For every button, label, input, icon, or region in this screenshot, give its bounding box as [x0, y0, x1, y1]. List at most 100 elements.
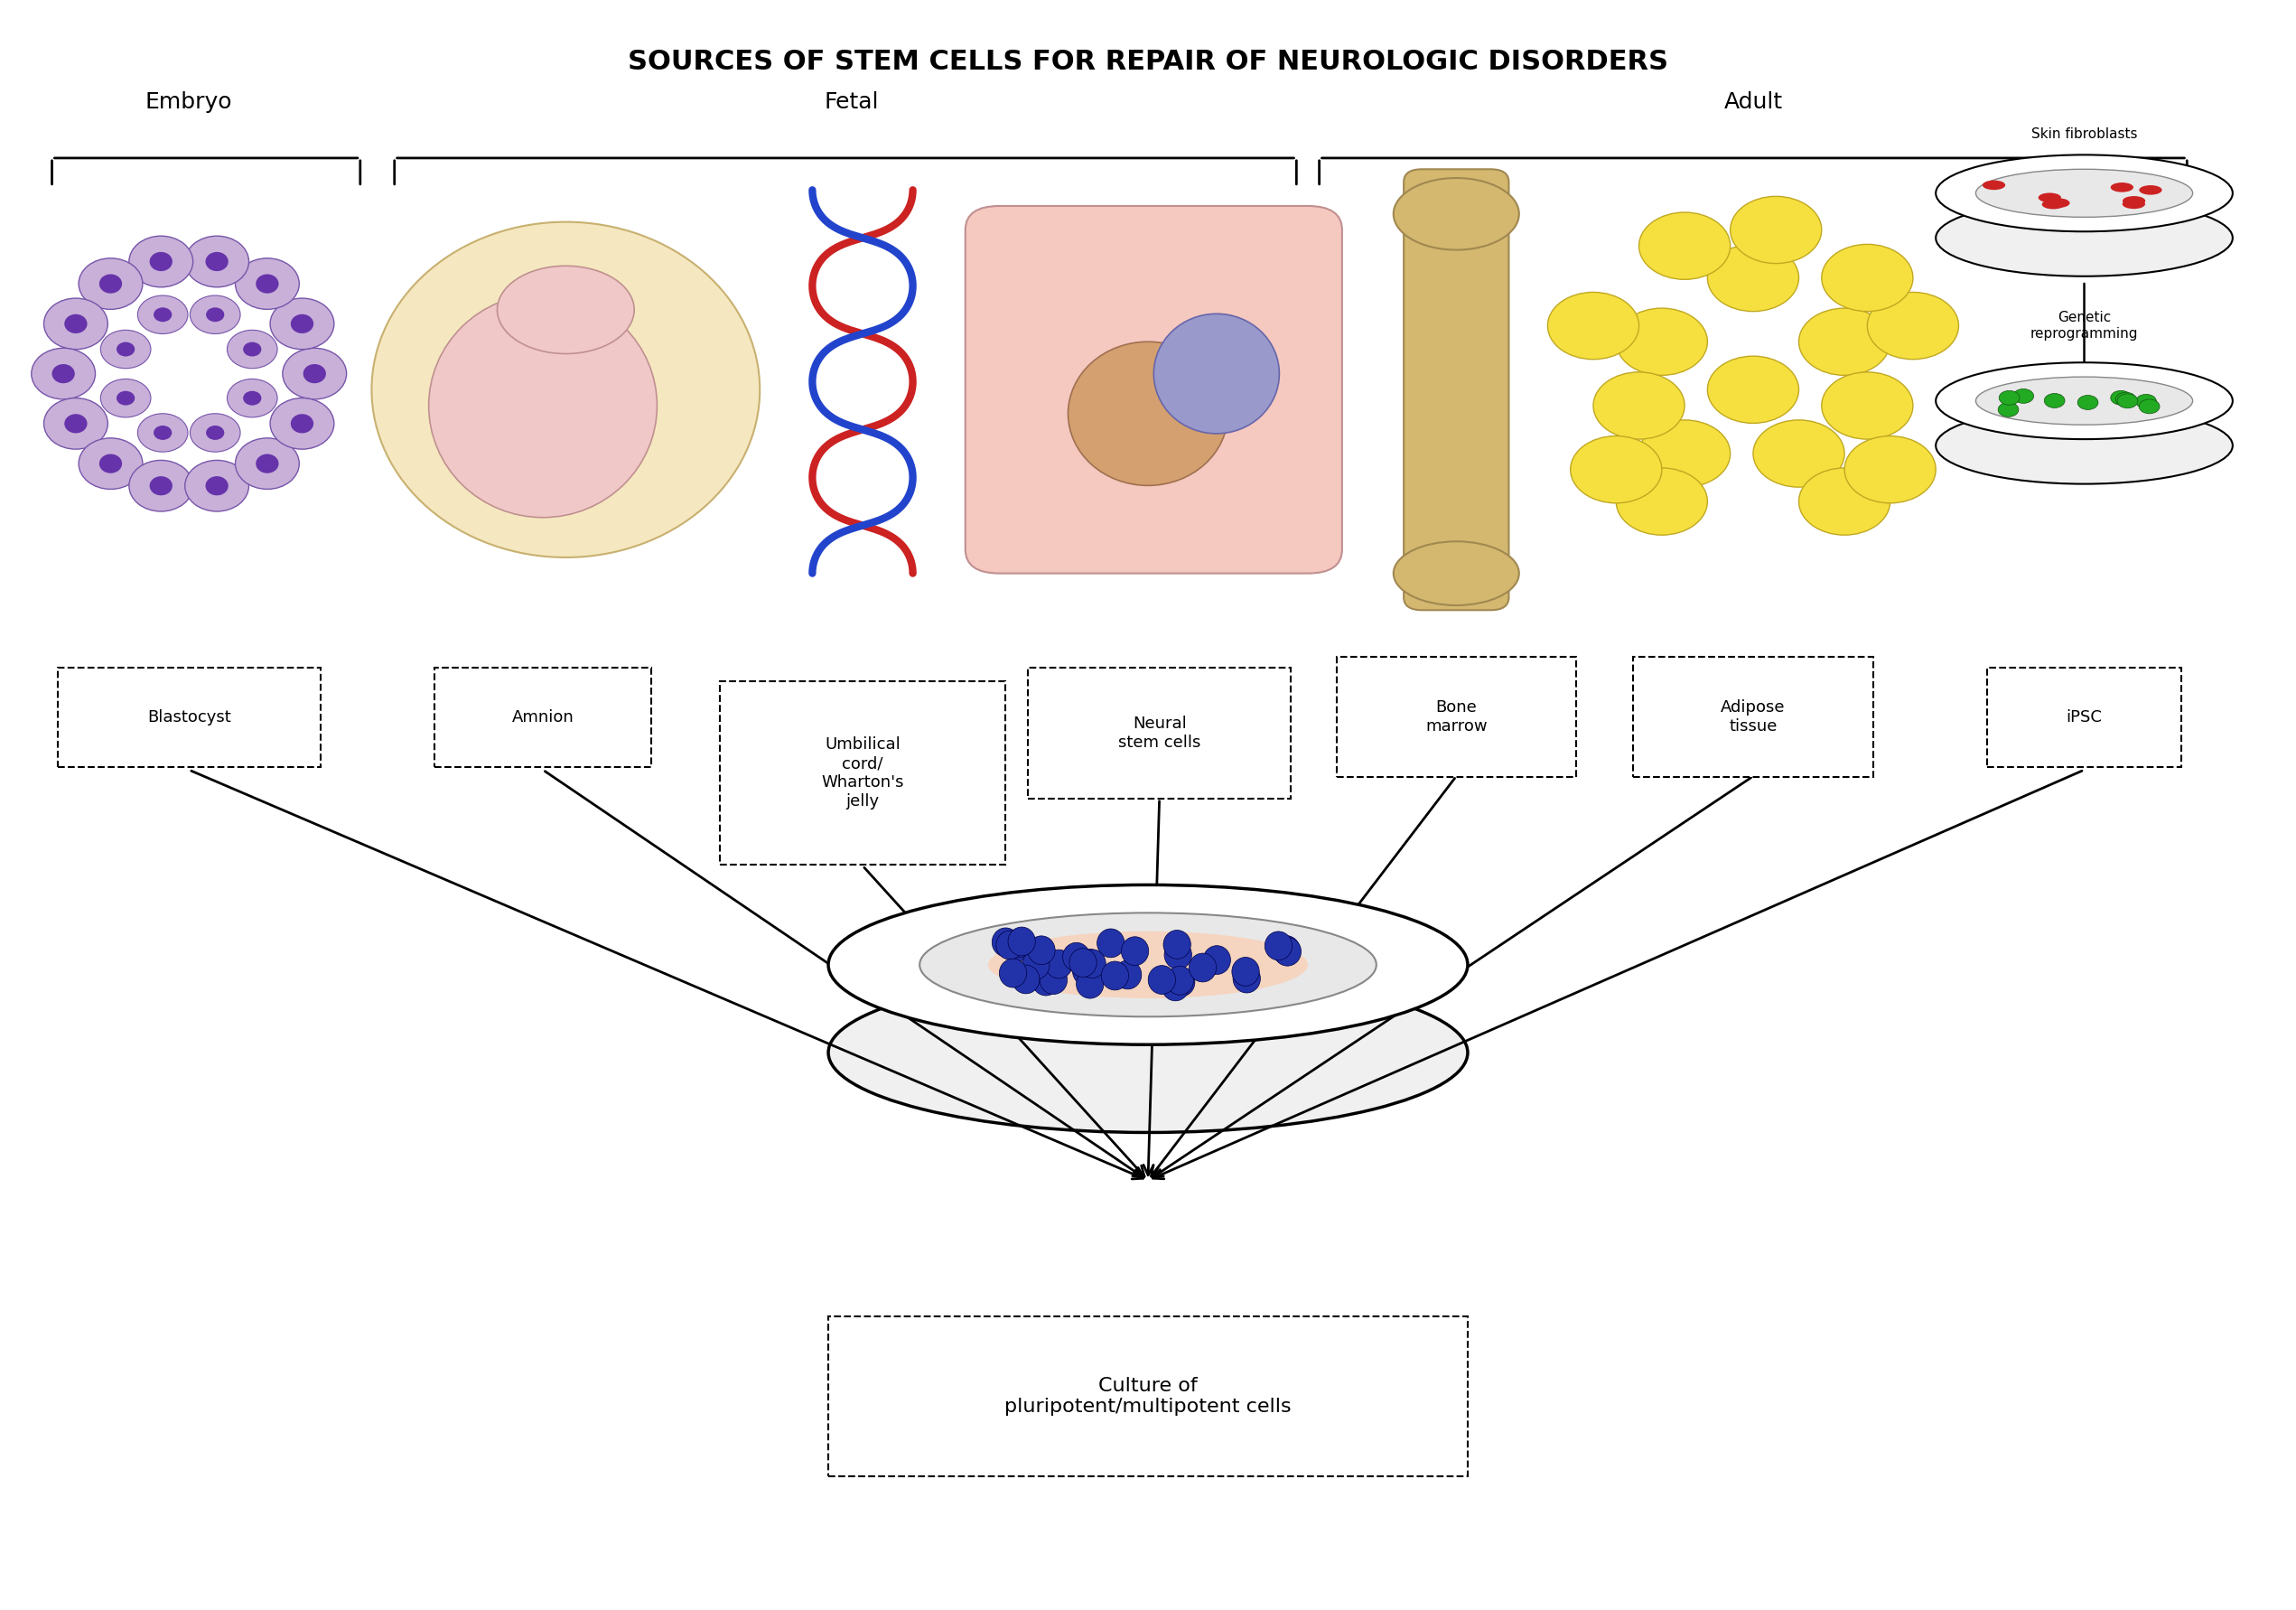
Ellipse shape — [999, 958, 1026, 987]
Ellipse shape — [1274, 937, 1302, 966]
Text: Fetal: Fetal — [824, 92, 879, 113]
Ellipse shape — [129, 237, 193, 287]
Ellipse shape — [64, 414, 87, 433]
Ellipse shape — [138, 296, 188, 333]
Ellipse shape — [1120, 937, 1148, 966]
Ellipse shape — [2110, 182, 2133, 192]
Ellipse shape — [1162, 972, 1189, 1001]
Text: Umbilical
cord/
Wharton's
jelly: Umbilical cord/ Wharton's jelly — [822, 737, 905, 810]
Ellipse shape — [271, 298, 335, 349]
Ellipse shape — [1798, 469, 1890, 535]
Ellipse shape — [498, 266, 634, 354]
Ellipse shape — [1022, 950, 1049, 979]
Ellipse shape — [303, 364, 326, 383]
Ellipse shape — [1731, 196, 1821, 264]
Ellipse shape — [2000, 391, 2020, 406]
Ellipse shape — [1166, 968, 1194, 997]
Ellipse shape — [2122, 200, 2144, 209]
Ellipse shape — [1233, 964, 1261, 993]
Ellipse shape — [1077, 950, 1104, 977]
Ellipse shape — [1029, 935, 1056, 964]
Ellipse shape — [1570, 436, 1662, 502]
Ellipse shape — [1164, 931, 1192, 960]
Ellipse shape — [2122, 196, 2144, 206]
Ellipse shape — [1272, 935, 1300, 964]
Ellipse shape — [2039, 193, 2062, 203]
Ellipse shape — [1148, 966, 1176, 995]
Ellipse shape — [1265, 932, 1293, 960]
Ellipse shape — [1153, 314, 1279, 433]
Ellipse shape — [1045, 950, 1072, 979]
Ellipse shape — [78, 258, 142, 309]
Ellipse shape — [2048, 198, 2069, 208]
Ellipse shape — [186, 460, 248, 512]
Ellipse shape — [191, 414, 241, 452]
Ellipse shape — [243, 391, 262, 406]
Ellipse shape — [1077, 969, 1104, 998]
Text: Adult: Adult — [1724, 92, 1782, 113]
Ellipse shape — [1006, 929, 1033, 958]
FancyBboxPatch shape — [721, 681, 1006, 865]
Ellipse shape — [1936, 200, 2232, 277]
Ellipse shape — [1063, 942, 1091, 971]
Ellipse shape — [255, 274, 278, 293]
Ellipse shape — [1616, 308, 1708, 375]
Ellipse shape — [1040, 966, 1068, 995]
Ellipse shape — [292, 314, 315, 333]
Text: Embryo: Embryo — [145, 92, 232, 113]
Ellipse shape — [829, 886, 1467, 1045]
Ellipse shape — [1097, 929, 1125, 958]
FancyBboxPatch shape — [434, 668, 652, 766]
Ellipse shape — [204, 253, 227, 270]
Ellipse shape — [282, 348, 347, 399]
Ellipse shape — [99, 274, 122, 293]
Ellipse shape — [1203, 945, 1231, 974]
Ellipse shape — [186, 237, 248, 287]
Ellipse shape — [1977, 169, 2193, 217]
Ellipse shape — [1593, 372, 1685, 440]
Ellipse shape — [53, 364, 76, 383]
Ellipse shape — [44, 398, 108, 449]
Ellipse shape — [992, 927, 1019, 956]
FancyBboxPatch shape — [1336, 657, 1575, 778]
Ellipse shape — [1936, 407, 2232, 485]
FancyBboxPatch shape — [964, 206, 1343, 573]
Ellipse shape — [101, 330, 152, 369]
FancyBboxPatch shape — [1986, 668, 2181, 766]
Text: SOURCES OF STEM CELLS FOR REPAIR OF NEUROLOGIC DISORDERS: SOURCES OF STEM CELLS FOR REPAIR OF NEUR… — [627, 48, 1669, 76]
Ellipse shape — [987, 931, 1309, 998]
Ellipse shape — [117, 341, 135, 356]
FancyBboxPatch shape — [57, 668, 319, 766]
Ellipse shape — [1164, 940, 1192, 969]
Ellipse shape — [1548, 293, 1639, 359]
FancyBboxPatch shape — [829, 1317, 1467, 1476]
Ellipse shape — [1033, 968, 1058, 995]
FancyBboxPatch shape — [1632, 657, 1874, 778]
Ellipse shape — [154, 425, 172, 440]
Ellipse shape — [1639, 213, 1731, 280]
Ellipse shape — [149, 253, 172, 270]
Ellipse shape — [149, 477, 172, 496]
Ellipse shape — [2041, 200, 2064, 209]
Ellipse shape — [1166, 966, 1194, 995]
Ellipse shape — [2014, 390, 2034, 402]
Text: Amnion: Amnion — [512, 708, 574, 725]
Ellipse shape — [1754, 420, 1844, 488]
Ellipse shape — [1616, 469, 1708, 535]
Ellipse shape — [1394, 541, 1520, 605]
Ellipse shape — [996, 931, 1024, 960]
Text: Blastocyst: Blastocyst — [147, 708, 232, 725]
Ellipse shape — [32, 348, 96, 399]
Ellipse shape — [1844, 436, 1936, 502]
Ellipse shape — [292, 414, 315, 433]
Ellipse shape — [129, 460, 193, 512]
Ellipse shape — [2115, 393, 2135, 407]
Ellipse shape — [2110, 391, 2131, 406]
Ellipse shape — [1114, 961, 1141, 989]
Ellipse shape — [243, 341, 262, 356]
Text: Genetic
reprogramming: Genetic reprogramming — [2030, 311, 2138, 340]
Ellipse shape — [44, 298, 108, 349]
Ellipse shape — [78, 438, 142, 489]
Ellipse shape — [1013, 964, 1040, 993]
Ellipse shape — [191, 296, 241, 333]
